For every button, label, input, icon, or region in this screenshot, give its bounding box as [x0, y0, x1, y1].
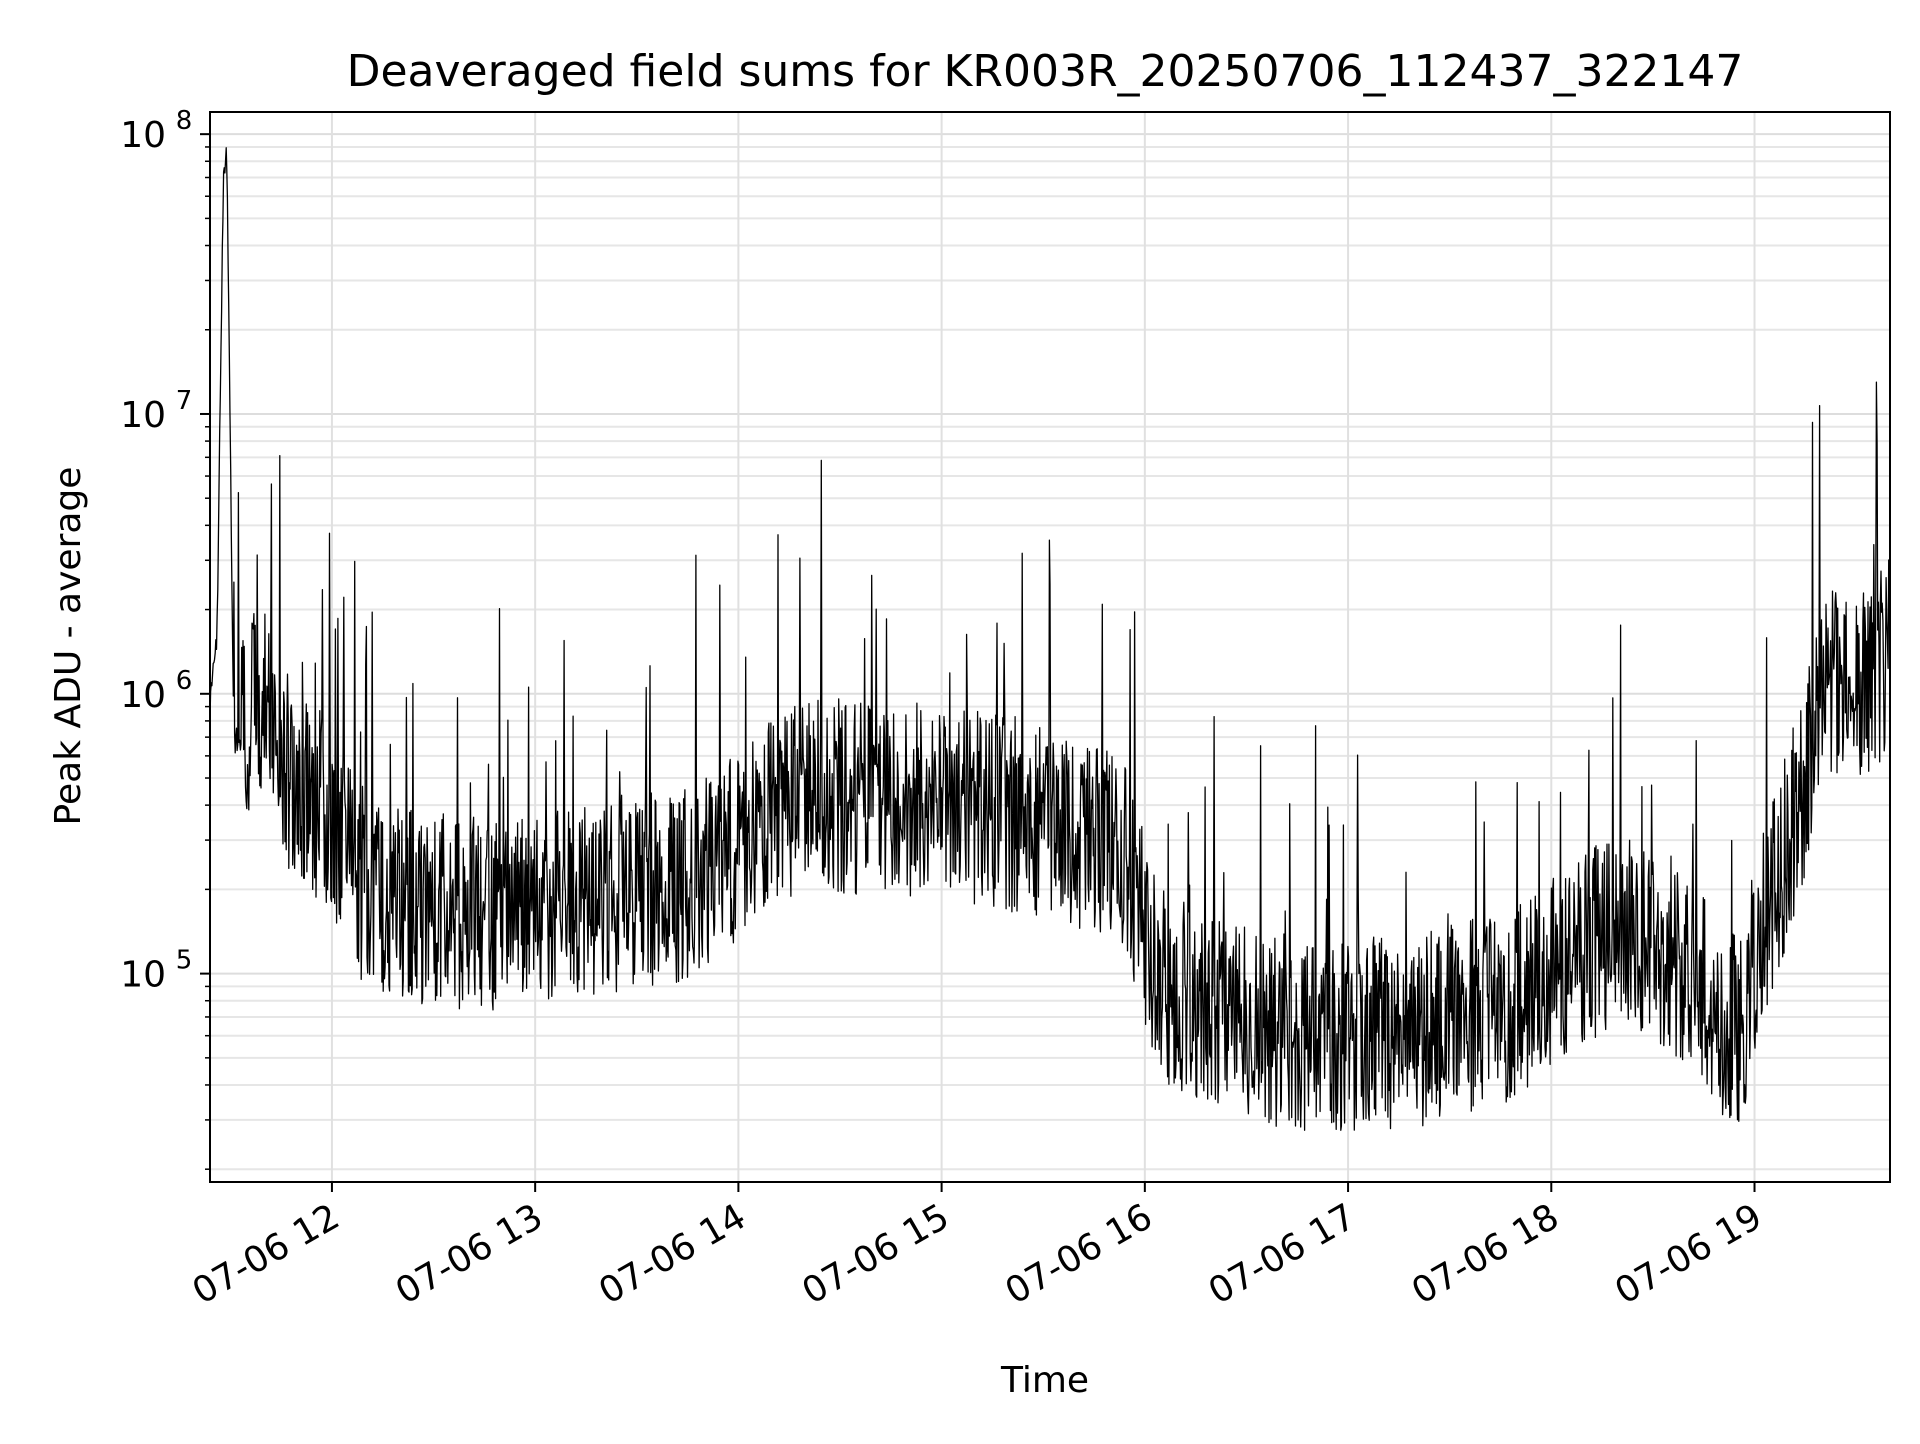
chart-title: Deaveraged field sums for KR003R_2025070… [347, 46, 1744, 97]
grid [210, 112, 1890, 1182]
y-tick-label: 10 [120, 115, 166, 156]
plot-area [209, 147, 1891, 1131]
y-tick-label-base: 10 [120, 115, 166, 156]
y-tick-label-base: 10 [120, 955, 166, 996]
y-tick-label-base: 10 [120, 675, 166, 716]
series-line [209, 147, 1891, 1131]
y-tick-label-exponent: 8 [176, 106, 193, 136]
y-tick-label: 10 [120, 675, 166, 716]
y-tick-label: 10 [120, 955, 166, 996]
x-axis-label: Time [1000, 1360, 1089, 1401]
axes-frame [209, 111, 1891, 1183]
y-axis-label: Peak ADU - average [48, 467, 89, 826]
y-tick-label: 10 [120, 395, 166, 436]
y-tick-label-exponent: 6 [176, 666, 193, 696]
y-tick-label-base: 10 [120, 395, 166, 436]
y-tick-label-exponent: 5 [176, 946, 193, 976]
y-tick-label-exponent: 7 [176, 386, 193, 416]
